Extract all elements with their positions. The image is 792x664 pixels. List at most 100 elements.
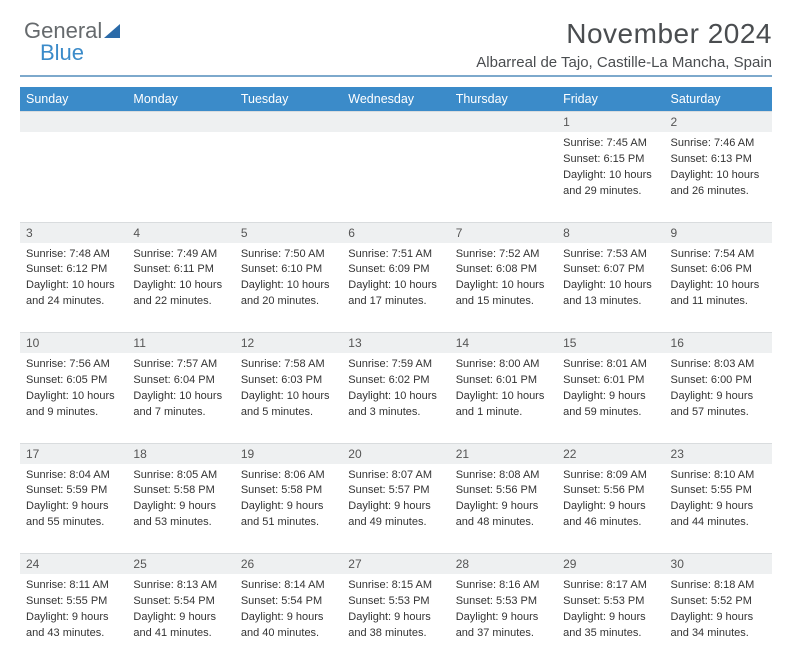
day-number-cell: 21 xyxy=(450,443,557,464)
day-number-cell: 26 xyxy=(235,554,342,575)
day-number-cell: 2 xyxy=(665,112,772,133)
day2-line: and 11 minutes. xyxy=(671,294,766,309)
day2-line: and 5 minutes. xyxy=(241,405,336,420)
day-number-cell: 1 xyxy=(557,112,664,133)
day-cell-content: Sunrise: 8:05 AMSunset: 5:58 PMDaylight:… xyxy=(127,464,234,539)
day-number-cell: 24 xyxy=(20,554,127,575)
day-content-row: Sunrise: 7:48 AMSunset: 6:12 PM Daylight:… xyxy=(20,243,772,333)
sunrise-line: Sunrise: 7:50 AM xyxy=(241,247,336,262)
sunset-line: Sunset: 6:11 PM xyxy=(133,262,228,277)
weekday-header: Thursday xyxy=(450,87,557,112)
sunset-line: Sunset: 6:02 PM xyxy=(348,373,443,388)
sunrise-line: Sunrise: 8:08 AM xyxy=(456,468,551,483)
day-cell-content: Sunrise: 7:58 AMSunset: 6:03 PMDaylight:… xyxy=(235,353,342,428)
sunrise-line: Sunrise: 8:09 AM xyxy=(563,468,658,483)
day1-line: Daylight: 10 hours xyxy=(563,168,658,183)
day-number-cell: 11 xyxy=(127,333,234,354)
day2-line: and 59 minutes. xyxy=(563,405,658,420)
sunrise-line: Sunrise: 8:16 AM xyxy=(456,578,551,593)
day-cell-content: Sunrise: 8:06 AMSunset: 5:58 PMDaylight:… xyxy=(235,464,342,539)
day1-line: Daylight: 10 hours xyxy=(456,278,551,293)
sunrise-line: Sunrise: 7:53 AM xyxy=(563,247,658,262)
sunrise-line: Sunrise: 8:06 AM xyxy=(241,468,336,483)
sunset-line: Sunset: 6:12 PM xyxy=(26,262,121,277)
day2-line: and 53 minutes. xyxy=(133,515,228,530)
day2-line: and 1 minute. xyxy=(456,405,551,420)
day-number-cell: 6 xyxy=(342,222,449,243)
sunset-line: Sunset: 5:59 PM xyxy=(26,483,121,498)
day-content-row: Sunrise: 7:56 AMSunset: 6:05 PMDaylight:… xyxy=(20,353,772,443)
sunset-line: Sunset: 5:56 PM xyxy=(563,483,658,498)
sunrise-line: Sunrise: 7:59 AM xyxy=(348,357,443,372)
day-cell: Sunrise: 8:08 AMSunset: 5:56 PMDaylight:… xyxy=(450,464,557,554)
day-number-row: 3456789 xyxy=(20,222,772,243)
day-number-cell: 27 xyxy=(342,554,449,575)
day-cell: Sunrise: 7:48 AMSunset: 6:12 PMDaylight:… xyxy=(20,243,127,333)
day2-line: and 20 minutes. xyxy=(241,294,336,309)
sunrise-line: Sunrise: 7:56 AM xyxy=(26,357,121,372)
day1-line: Daylight: 10 hours xyxy=(671,168,766,183)
day2-line: and 22 minutes. xyxy=(133,294,228,309)
sunrise-line: Sunrise: 7:57 AM xyxy=(133,357,228,372)
sunrise-line: Sunrise: 8:17 AM xyxy=(563,578,658,593)
day2-line: and 15 minutes. xyxy=(456,294,551,309)
sunrise-line: Sunrise: 8:07 AM xyxy=(348,468,443,483)
day2-line: and 57 minutes. xyxy=(671,405,766,420)
day1-line: Daylight: 10 hours xyxy=(133,278,228,293)
calendar-table: Sunday Monday Tuesday Wednesday Thursday… xyxy=(20,87,772,664)
day1-line: Daylight: 9 hours xyxy=(26,499,121,514)
day1-line: Daylight: 10 hours xyxy=(26,389,121,404)
day1-line: Daylight: 9 hours xyxy=(348,499,443,514)
day2-line: and 51 minutes. xyxy=(241,515,336,530)
day2-line: and 43 minutes. xyxy=(26,626,121,641)
day-number-cell: 16 xyxy=(665,333,772,354)
sunset-line: Sunset: 5:54 PM xyxy=(241,594,336,609)
day-cell: Sunrise: 7:54 AMSunset: 6:06 PMDaylight:… xyxy=(665,243,772,333)
sunrise-line: Sunrise: 8:00 AM xyxy=(456,357,551,372)
day-number-cell: 12 xyxy=(235,333,342,354)
day-cell xyxy=(342,132,449,222)
sunrise-line: Sunrise: 7:48 AM xyxy=(26,247,121,262)
weekday-header: Saturday xyxy=(665,87,772,112)
day-cell: Sunrise: 7:58 AMSunset: 6:03 PMDaylight:… xyxy=(235,353,342,443)
day-cell-content: Sunrise: 7:45 AMSunset: 6:15 PMDaylight:… xyxy=(557,132,664,207)
sunset-line: Sunset: 6:15 PM xyxy=(563,152,658,167)
sunset-line: Sunset: 6:07 PM xyxy=(563,262,658,277)
day-number-cell xyxy=(127,112,234,133)
day-number-cell: 19 xyxy=(235,443,342,464)
day-cell: Sunrise: 7:59 AMSunset: 6:02 PMDaylight:… xyxy=(342,353,449,443)
sunset-line: Sunset: 6:10 PM xyxy=(241,262,336,277)
day-content-row: Sunrise: 7:45 AMSunset: 6:15 PMDaylight:… xyxy=(20,132,772,222)
day-cell: Sunrise: 7:45 AMSunset: 6:15 PMDaylight:… xyxy=(557,132,664,222)
day-cell: Sunrise: 7:46 AMSunset: 6:13 PMDaylight:… xyxy=(665,132,772,222)
day-number-cell: 14 xyxy=(450,333,557,354)
day-cell-content: Sunrise: 7:53 AMSunset: 6:07 PMDaylight:… xyxy=(557,243,664,318)
day-cell: Sunrise: 8:18 AMSunset: 5:52 PMDaylight:… xyxy=(665,574,772,664)
sunset-line: Sunset: 5:57 PM xyxy=(348,483,443,498)
day-number-cell: 3 xyxy=(20,222,127,243)
day-number-cell xyxy=(235,112,342,133)
day1-line: Daylight: 10 hours xyxy=(241,389,336,404)
day-cell: Sunrise: 8:11 AMSunset: 5:55 PMDaylight:… xyxy=(20,574,127,664)
sunset-line: Sunset: 6:04 PM xyxy=(133,373,228,388)
day-cell-content: Sunrise: 8:03 AMSunset: 6:00 PMDaylight:… xyxy=(665,353,772,428)
day-number-cell: 7 xyxy=(450,222,557,243)
day-number-row: 17181920212223 xyxy=(20,443,772,464)
day-number-cell: 9 xyxy=(665,222,772,243)
day2-line: and 38 minutes. xyxy=(348,626,443,641)
day-cell xyxy=(127,132,234,222)
day-cell: Sunrise: 8:07 AMSunset: 5:57 PMDaylight:… xyxy=(342,464,449,554)
day-cell-content: Sunrise: 7:59 AMSunset: 6:02 PMDaylight:… xyxy=(342,353,449,428)
day2-line: and 13 minutes. xyxy=(563,294,658,309)
sunset-line: Sunset: 5:55 PM xyxy=(26,594,121,609)
day2-line: and 48 minutes. xyxy=(456,515,551,530)
sunrise-line: Sunrise: 7:54 AM xyxy=(671,247,766,262)
sunset-line: Sunset: 5:58 PM xyxy=(241,483,336,498)
day2-line: and 34 minutes. xyxy=(671,626,766,641)
day-cell: Sunrise: 7:57 AMSunset: 6:04 PMDaylight:… xyxy=(127,353,234,443)
day-cell xyxy=(235,132,342,222)
day2-line: and 40 minutes. xyxy=(241,626,336,641)
sunrise-line: Sunrise: 8:15 AM xyxy=(348,578,443,593)
day-cell-content: Sunrise: 8:00 AMSunset: 6:01 PMDaylight:… xyxy=(450,353,557,428)
day-cell: Sunrise: 8:15 AMSunset: 5:53 PMDaylight:… xyxy=(342,574,449,664)
